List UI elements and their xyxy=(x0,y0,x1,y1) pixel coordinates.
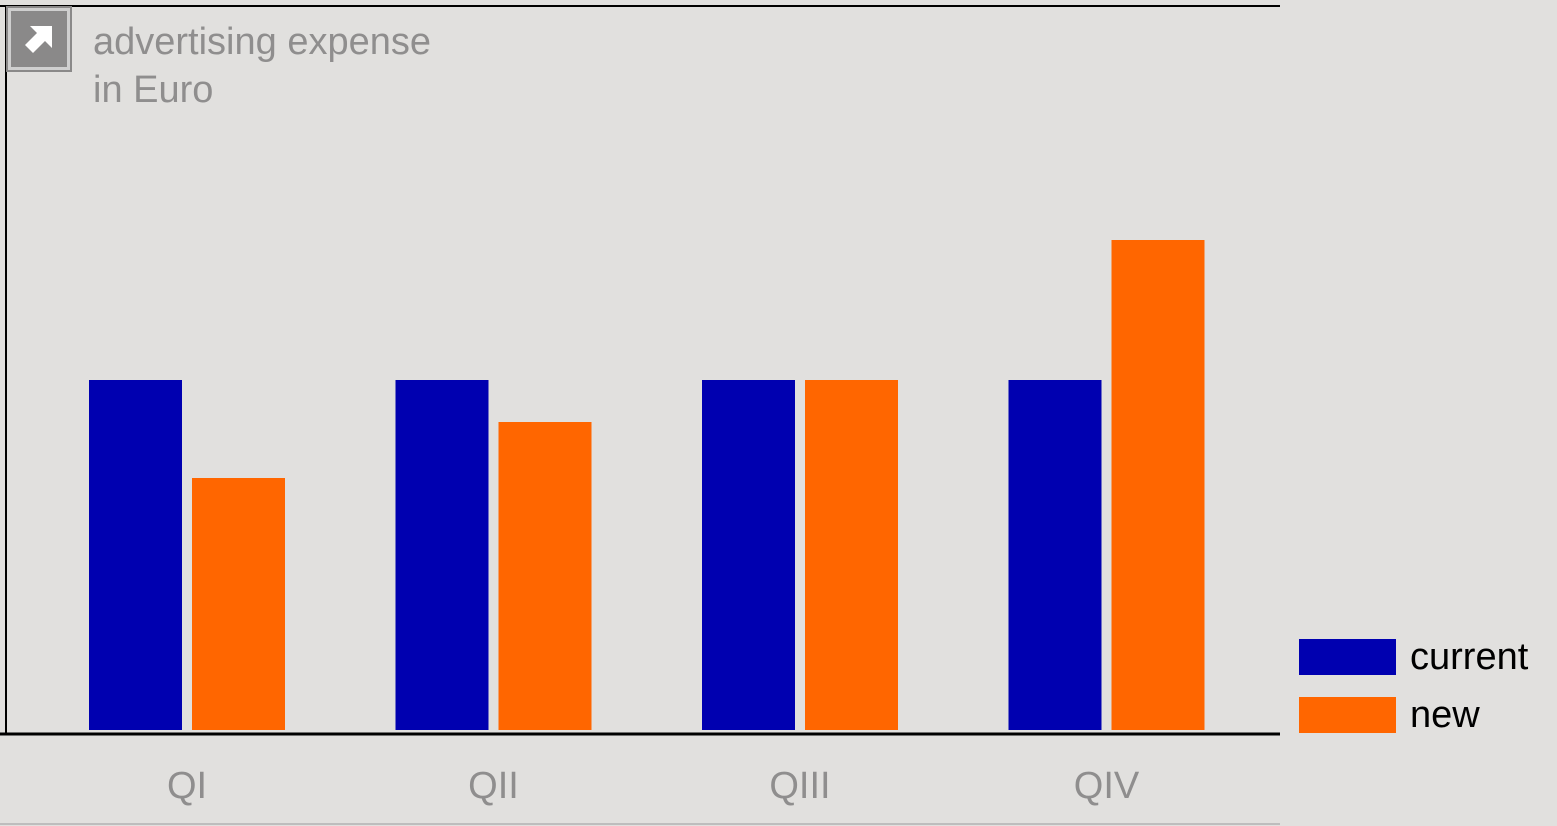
bar-new-QIII xyxy=(805,380,898,730)
bar-new-QI xyxy=(192,478,285,730)
x-tick-label-QIII: QIII xyxy=(769,765,830,807)
legend: current new xyxy=(1299,638,1528,754)
x-tick-labels: QI QII QIII QIV xyxy=(167,765,1140,807)
x-tick-label-QII: QII xyxy=(468,765,519,807)
bar-current-QII xyxy=(395,380,489,730)
arrow-up-right-icon xyxy=(25,26,52,53)
bar-current-QI xyxy=(89,380,182,730)
x-tick-label-QIV: QIV xyxy=(1074,765,1140,807)
chart-title-block: advertising expense in Euro xyxy=(93,18,431,114)
legend-item-new: new xyxy=(1299,696,1528,734)
legend-swatch-current xyxy=(1299,639,1396,675)
bar-new-QIV xyxy=(1111,240,1205,730)
bar-current-QIV xyxy=(1008,380,1102,730)
legend-item-current: current xyxy=(1299,638,1528,676)
export-button[interactable] xyxy=(6,6,72,72)
bar-new-QII xyxy=(498,422,592,730)
bars-group xyxy=(89,240,1205,730)
chart-subtitle: in Euro xyxy=(93,69,214,111)
x-tick-label-QI: QI xyxy=(167,765,207,807)
bar-current-QIII xyxy=(702,380,795,730)
legend-swatch-new xyxy=(1299,697,1396,733)
legend-label-new: new xyxy=(1410,694,1480,736)
legend-label-current: current xyxy=(1410,636,1529,678)
chart-title: advertising expense xyxy=(93,21,431,63)
